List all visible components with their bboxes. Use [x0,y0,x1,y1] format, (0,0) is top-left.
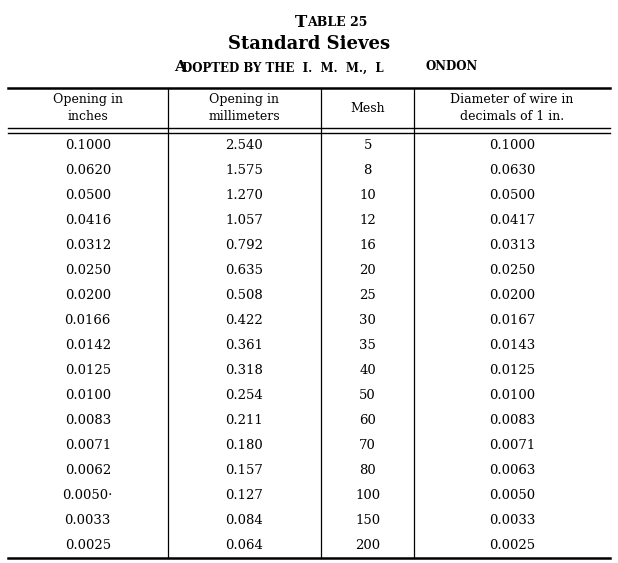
Text: 16: 16 [359,239,376,252]
Text: 150: 150 [355,514,380,527]
Text: 0.508: 0.508 [226,289,263,302]
Text: Diameter of wire in
decimals of 1 in.: Diameter of wire in decimals of 1 in. [451,93,574,123]
Text: 0.084: 0.084 [226,514,263,527]
Text: 0.0313: 0.0313 [489,239,535,252]
Text: 0.0125: 0.0125 [489,364,535,377]
Text: 0.127: 0.127 [226,489,263,502]
Text: 5: 5 [363,139,372,152]
Text: 0.0071: 0.0071 [489,439,535,452]
Text: 1.270: 1.270 [226,189,263,202]
Text: 0.1000: 0.1000 [65,139,111,152]
Text: 0.0250: 0.0250 [65,264,111,277]
Text: 0.0071: 0.0071 [65,439,111,452]
Text: 0.064: 0.064 [226,539,263,552]
Text: ONDON: ONDON [425,60,477,73]
Text: 0.1000: 0.1000 [489,139,535,152]
Text: 0.0312: 0.0312 [65,239,111,252]
Text: 0.0630: 0.0630 [489,164,535,177]
Text: 0.0500: 0.0500 [65,189,111,202]
Text: 0.0025: 0.0025 [489,539,535,552]
Text: 0.0250: 0.0250 [489,264,535,277]
Text: T: T [295,14,307,31]
Text: 0.0142: 0.0142 [65,339,111,352]
Text: 0.211: 0.211 [226,414,263,427]
Text: 1.575: 1.575 [226,164,263,177]
Text: 0.0500: 0.0500 [489,189,535,202]
Text: 0.0033: 0.0033 [64,514,111,527]
Text: 0.0167: 0.0167 [489,314,535,327]
Text: 0.157: 0.157 [226,464,263,477]
Text: 0.0062: 0.0062 [65,464,111,477]
Text: Standard Sieves: Standard Sieves [228,35,390,53]
Text: A: A [174,60,186,74]
Text: 2.540: 2.540 [226,139,263,152]
Text: 0.0200: 0.0200 [65,289,111,302]
Text: DOPTED BY THE  I.  M.  M.,  L: DOPTED BY THE I. M. M., L [182,62,384,75]
Text: 0.0620: 0.0620 [65,164,111,177]
Text: 0.0083: 0.0083 [489,414,535,427]
Text: Opening in
millimeters: Opening in millimeters [208,93,280,123]
Text: 20: 20 [359,264,376,277]
Text: Mesh: Mesh [350,101,385,114]
Text: 25: 25 [359,289,376,302]
Text: 0.0050·: 0.0050· [62,489,113,502]
Text: 30: 30 [359,314,376,327]
Text: 0.0100: 0.0100 [489,389,535,402]
Text: 100: 100 [355,489,380,502]
Text: 0.0143: 0.0143 [489,339,535,352]
Text: 40: 40 [359,364,376,377]
Text: 0.0416: 0.0416 [65,214,111,227]
Text: 35: 35 [359,339,376,352]
Text: 0.361: 0.361 [226,339,263,352]
Text: 0.318: 0.318 [226,364,263,377]
Text: 0.180: 0.180 [226,439,263,452]
Text: 70: 70 [359,439,376,452]
Text: ABLE 25: ABLE 25 [307,16,367,29]
Text: 0.0200: 0.0200 [489,289,535,302]
Text: 0.0417: 0.0417 [489,214,535,227]
Text: 80: 80 [359,464,376,477]
Text: 12: 12 [359,214,376,227]
Text: 0.254: 0.254 [226,389,263,402]
Text: 0.0166: 0.0166 [64,314,111,327]
Text: Opening in
inches: Opening in inches [53,93,123,123]
Text: 0.0125: 0.0125 [65,364,111,377]
Text: 0.422: 0.422 [226,314,263,327]
Text: 60: 60 [359,414,376,427]
Text: 8: 8 [363,164,372,177]
Text: 0.0033: 0.0033 [489,514,535,527]
Text: 10: 10 [359,189,376,202]
Text: 0.792: 0.792 [226,239,263,252]
Text: 200: 200 [355,539,380,552]
Text: 50: 50 [359,389,376,402]
Text: 1.057: 1.057 [226,214,263,227]
Text: 0.635: 0.635 [226,264,263,277]
Text: 0.0025: 0.0025 [65,539,111,552]
Text: 0.0050: 0.0050 [489,489,535,502]
Text: 0.0100: 0.0100 [65,389,111,402]
Text: 0.0083: 0.0083 [65,414,111,427]
Text: 0.0063: 0.0063 [489,464,535,477]
